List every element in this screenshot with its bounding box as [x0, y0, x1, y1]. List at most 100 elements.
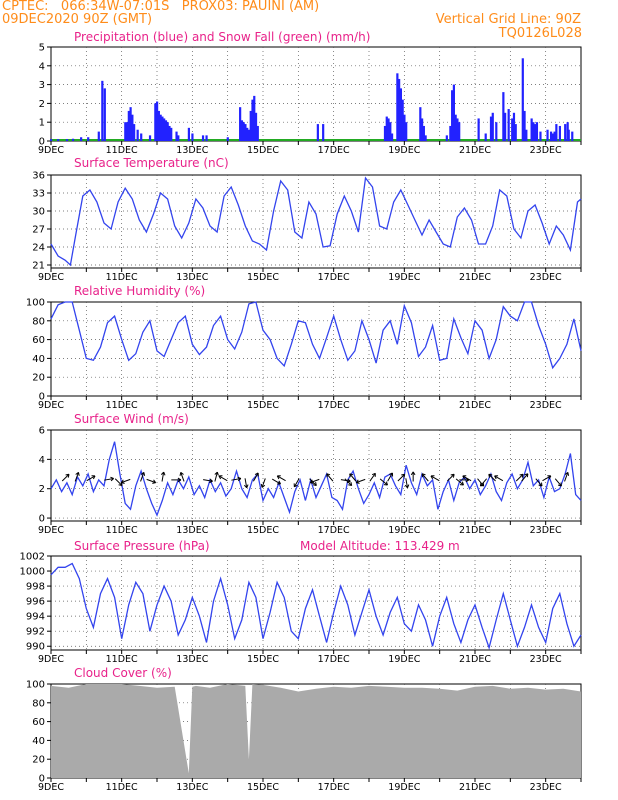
wind-arrow — [310, 478, 320, 484]
precip-bar — [504, 112, 507, 141]
wind-arrow-head — [152, 479, 157, 484]
wind-arrow-head — [462, 475, 467, 480]
header-run-date: 09DEC2020 90Z (GMT) — [2, 12, 153, 27]
wind-arrow — [554, 478, 562, 487]
precip-bar — [555, 124, 558, 141]
x-tick-label: 9DEC — [38, 272, 64, 283]
x-tick-label: 17DEC — [318, 272, 350, 283]
x-tick-label: 17DEC — [318, 145, 350, 156]
precip-bar — [551, 133, 554, 141]
wind-arrow-head — [65, 473, 70, 478]
x-tick-label: 21DEC — [459, 400, 491, 411]
cloud-cover-area — [51, 684, 581, 778]
x-tick-label: 17DEC — [318, 400, 350, 411]
wind-arrow — [421, 473, 429, 482]
precip-bar — [525, 129, 528, 141]
y-tick-label: 0 — [39, 774, 45, 785]
wind-arrow-head — [564, 471, 570, 476]
wind-arrow-head — [110, 476, 114, 482]
y-tick-label: 1000 — [20, 567, 45, 578]
x-tick-label: 21DEC — [459, 654, 491, 665]
precip-bar — [564, 124, 567, 141]
wind-arrow-head — [237, 476, 242, 482]
precip-bar — [383, 125, 387, 141]
panel-title: Surface Pressure (hPa) — [74, 539, 210, 553]
wind-arrow-head — [488, 473, 493, 478]
x-tick-label: 19DEC — [388, 782, 420, 793]
precip-bar — [396, 73, 399, 141]
wind-arrow-head — [459, 481, 464, 486]
precip-bar — [131, 114, 134, 141]
wind-arrow-head — [120, 479, 125, 484]
y-tick-label: 60 — [32, 717, 45, 728]
wind-arrow — [326, 473, 334, 482]
precip-bar — [239, 107, 242, 141]
wind-arrow — [244, 478, 248, 488]
precip-bar — [387, 118, 390, 141]
precip-bar — [558, 125, 561, 141]
x-tick-label: 11DEC — [106, 400, 138, 411]
y-tick-label: 40 — [32, 736, 45, 747]
precip-bar — [133, 124, 136, 141]
x-tick-label: 23DEC — [530, 782, 562, 793]
wind-arrow-head — [254, 472, 259, 477]
panel-wind: 0 2 4 6 9DEC 11DEC 13DEC 15DEC 17DEC 19DEC 21DEC 23… — [38, 412, 582, 536]
y-tick-label: 36 — [32, 171, 45, 182]
wind-arrow — [455, 478, 464, 486]
y-tick-label: 33 — [32, 189, 45, 200]
y-tick-label: 990 — [26, 642, 45, 653]
precip-bar — [97, 131, 100, 141]
precip-bar — [567, 129, 570, 141]
rh-series — [50, 301, 582, 370]
precip-bar — [316, 124, 319, 141]
precip-bar — [226, 137, 229, 141]
wind-arrow-head — [309, 479, 314, 484]
precip-bar — [405, 122, 408, 141]
header-code: TQ0126L028 — [498, 26, 582, 41]
wind-arrow-head — [140, 471, 146, 476]
precip-bar — [129, 107, 132, 141]
precip-bar — [424, 135, 427, 141]
wind-arrow — [515, 473, 524, 482]
x-tick-label: 9DEC — [38, 782, 64, 793]
precip-bar — [247, 129, 251, 141]
wind-arrow — [86, 475, 96, 482]
precip-bar — [422, 125, 425, 141]
x-tick-label: 17DEC — [318, 782, 350, 793]
x-tick-label: 15DEC — [247, 145, 279, 156]
wind-arrow — [344, 478, 353, 486]
x-tick-label: 13DEC — [176, 525, 208, 536]
precip-bar — [549, 131, 553, 141]
precip-bar — [127, 110, 130, 141]
wind-arrow-head — [218, 475, 223, 480]
precip-bar — [452, 84, 455, 141]
pressure-series — [50, 562, 582, 650]
precip-bar — [159, 114, 162, 141]
panel-title: Surface Wind (m/s) — [74, 412, 189, 426]
x-tick-label: 19DEC — [388, 145, 420, 156]
x-tick-label: 15DEC — [247, 525, 279, 536]
wind-arrow — [277, 475, 286, 482]
wind-arrow — [477, 478, 485, 487]
panel-title: Surface Temperature (nC) — [74, 156, 229, 170]
wind-arrow-head — [494, 475, 499, 480]
precip-bar — [251, 99, 254, 141]
x-tick-label: 15DEC — [247, 400, 279, 411]
precip-bar — [101, 80, 104, 141]
y-tick-label: 24 — [32, 243, 45, 254]
precip-bar — [390, 133, 394, 141]
temp-series — [50, 176, 582, 267]
precip-bar — [421, 118, 424, 141]
wind-arrow — [379, 478, 388, 486]
y-tick-label: 3 — [39, 80, 45, 91]
x-tick-label: 21DEC — [459, 145, 491, 156]
y-tick-label: 27 — [32, 225, 45, 236]
wind-arrow-head — [349, 473, 354, 478]
precip-bar — [157, 110, 160, 141]
wind-arrow-head — [160, 471, 166, 476]
precip-bar — [163, 118, 166, 141]
x-tick-label: 21DEC — [459, 782, 491, 793]
y-tick-label: 100 — [26, 298, 45, 309]
wind-arrow — [61, 473, 70, 482]
y-tick-label: 21 — [32, 261, 45, 272]
